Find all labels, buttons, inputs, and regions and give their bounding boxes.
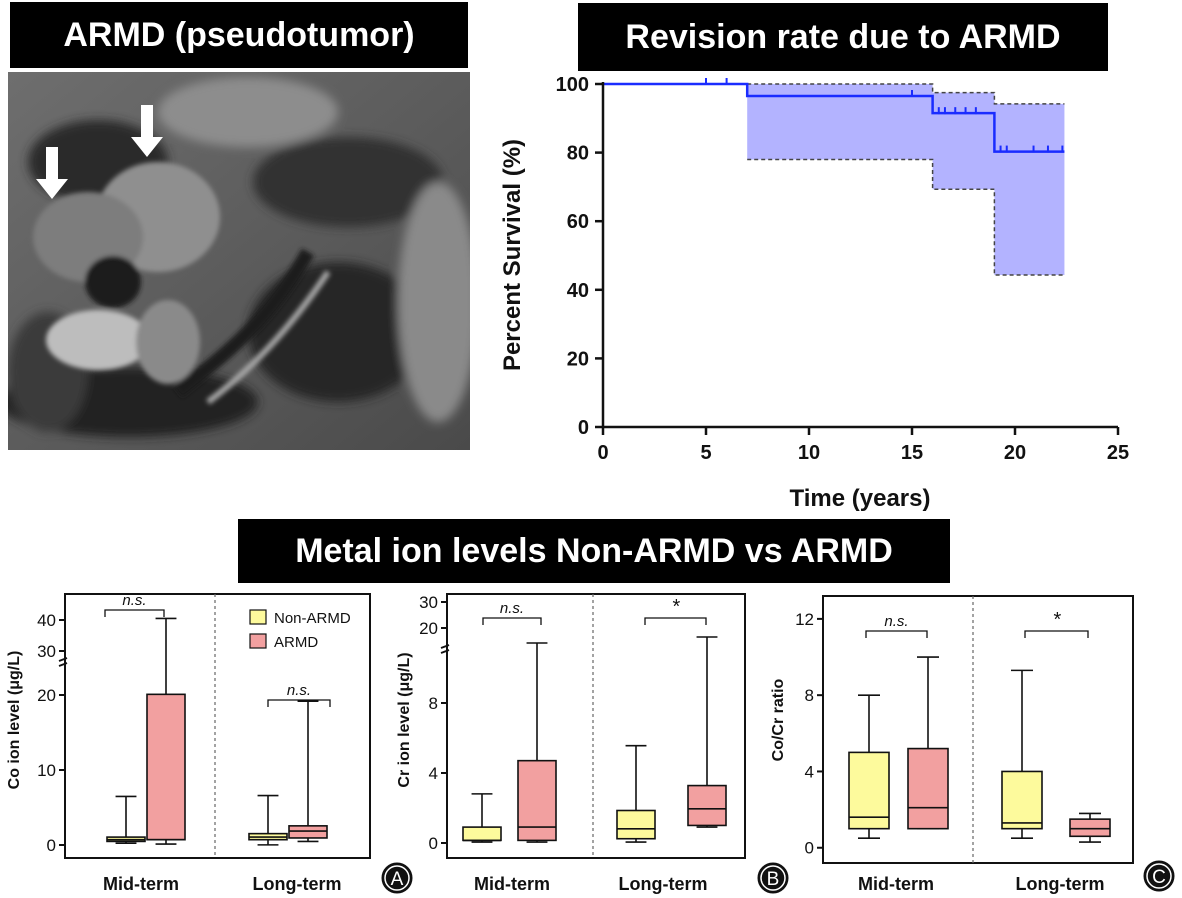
panel-c-letter: C (1152, 867, 1166, 888)
panel-c-ylabel: Co/Cr ratio (770, 678, 787, 761)
panel-c-category-label: Mid-term (858, 874, 934, 894)
panel-c-comparison-bracket (1024, 630, 1089, 638)
panel-b-axis-break (440, 649, 450, 654)
metal-title-banner: Metal ion levels Non-ARMD vs ARMD (238, 519, 950, 583)
panel-b-axis-break (440, 644, 450, 649)
km-xlabel: Time (years) (790, 485, 931, 512)
panel-a-box (106, 836, 146, 843)
km-ci-band (747, 84, 1065, 276)
panel-a-comparison-bracket (267, 699, 331, 707)
panel-b-comparison-label: n.s. (500, 600, 524, 617)
panel-c-letter-ring (1146, 863, 1172, 889)
panel-a-axis-break (58, 657, 68, 662)
mri-title-banner: ARMD (pseudotumor) (10, 2, 468, 68)
panel-b-y-tick-label: 4 (429, 764, 438, 783)
km-x-tick-label: 25 (1107, 442, 1129, 464)
panel-a-letter-ring (384, 865, 410, 891)
panel-a-category-label: Mid-term (103, 874, 179, 894)
panel-c-comparison-label: n.s. (884, 613, 908, 630)
km-y-tick-label: 100 (556, 74, 589, 96)
panel-c-box (907, 747, 949, 830)
panel-c-frame (822, 595, 1134, 864)
panel-c-y-tick-label: 12 (795, 610, 814, 629)
mri-image (8, 72, 470, 450)
panel-b-y-tick-label: 30 (419, 593, 438, 612)
km-ci-upper (747, 83, 1065, 105)
panel-b-comparison-bracket (482, 617, 542, 625)
km-x-tick-label: 5 (700, 442, 711, 464)
panel-c-comparison-label: * (1053, 609, 1062, 631)
panel-a-box (248, 832, 288, 841)
km-x-tick-label: 0 (597, 442, 608, 464)
panel-b-y-tick-label: 0 (429, 834, 438, 853)
panel-a-y-tick-label: 0 (47, 836, 56, 855)
legend-non-armd-label: Non-ARMD (274, 610, 351, 627)
km-y-tick-label: 20 (567, 348, 589, 370)
panel-a-y-tick-label: 30 (37, 642, 56, 661)
panel-a-axis-break (58, 662, 68, 667)
km-x-tick-label: 15 (901, 442, 923, 464)
km-y-tick-label: 60 (567, 211, 589, 233)
km-x-tick-label: 10 (798, 442, 820, 464)
panel-a-letter: A (391, 869, 404, 890)
km-y-tick-label: 80 (567, 143, 589, 165)
panel-c-box (1069, 818, 1111, 838)
panel-c-y-tick-label: 8 (805, 686, 814, 705)
panel-c-category-label: Long-term (1016, 874, 1105, 894)
survival-title-banner: Revision rate due to ARMD (578, 3, 1108, 71)
panel-c-box (1001, 770, 1043, 830)
panel-a-comparison-label: n.s. (287, 682, 311, 699)
panel-c-letter-badge (1143, 860, 1175, 892)
legend-armd-label: ARMD (274, 634, 318, 651)
panel-b-letter: B (767, 869, 780, 890)
panel-a-comparison-bracket (104, 609, 165, 617)
panel-b-box (517, 759, 557, 842)
legend-armd-swatch (249, 633, 267, 649)
panel-a-y-tick-label: 20 (37, 686, 56, 705)
panel-b-comparison-label: * (672, 596, 681, 618)
km-x-tick-label: 20 (1004, 442, 1026, 464)
panel-a-y-tick-label: 40 (37, 611, 56, 630)
panel-b-frame (446, 593, 746, 859)
panel-b-box (687, 784, 727, 827)
panel-b-comparison-bracket (644, 617, 707, 625)
panel-c-comparison-bracket (865, 630, 928, 638)
panel-a-category-label: Long-term (253, 874, 342, 894)
panel-c-box (848, 751, 890, 830)
km-ci-lower (747, 158, 1065, 276)
panel-a-box (146, 693, 186, 841)
km-ylabel: Percent Survival (%) (499, 139, 526, 371)
panel-b-category-label: Mid-term (474, 874, 550, 894)
legend-non-armd-swatch (249, 609, 267, 625)
panel-b-box (462, 826, 502, 842)
km-survival-line (603, 82, 1065, 153)
panel-b-category-label: Long-term (619, 874, 708, 894)
km-y-tick-label: 40 (567, 280, 589, 302)
panel-b-y-tick-label: 20 (419, 619, 438, 638)
panel-c-y-tick-label: 4 (805, 762, 814, 781)
panel-a-y-tick-label: 10 (37, 761, 56, 780)
panel-b-ylabel: Cr ion level (μg/L) (396, 652, 413, 787)
panel-c-y-tick-label: 0 (805, 839, 814, 858)
panel-a-letter-badge (381, 862, 413, 894)
panel-b-y-tick-label: 8 (429, 694, 438, 713)
panel-a-comparison-label: n.s. (122, 592, 146, 609)
panel-b-letter-badge (757, 862, 789, 894)
panel-a-ylabel: Co ion level (μg/L) (6, 651, 23, 790)
panel-a-frame (64, 593, 371, 859)
panel-a-box (288, 825, 328, 839)
panel-b-box (616, 809, 656, 840)
km-y-tick-label: 0 (578, 417, 589, 439)
panel-b-letter-ring (760, 865, 786, 891)
